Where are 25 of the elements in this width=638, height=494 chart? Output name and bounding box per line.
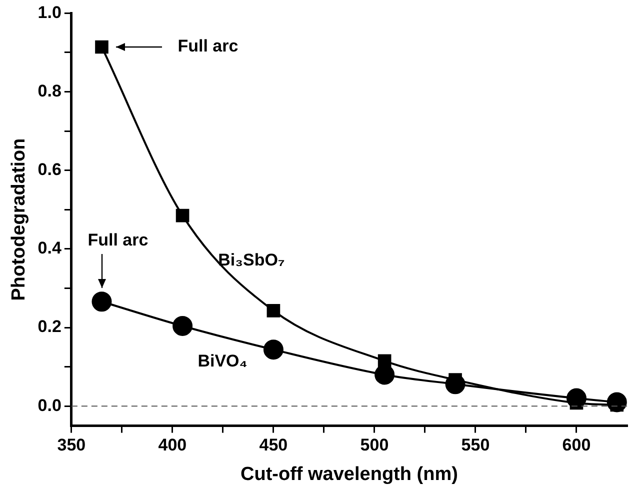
x-tick-label: 500: [360, 436, 389, 455]
annotation: Full arc: [178, 36, 238, 56]
point: [266, 304, 280, 318]
y-axis-title: Photodegradation: [8, 138, 30, 301]
y-tick-label: 0.8: [38, 81, 62, 100]
point: [92, 292, 112, 312]
x-tick-label: 400: [158, 436, 187, 455]
x-tick-label: 450: [259, 436, 288, 455]
x-axis-title: Cut-off wavelength (nm): [240, 464, 458, 485]
point: [176, 208, 190, 222]
y-tick-label: 0.6: [38, 160, 62, 180]
point: [95, 40, 108, 54]
y-tick-label: 0.4: [38, 238, 62, 258]
annotation: Full arc: [88, 230, 148, 250]
x-tick-label: 550: [461, 436, 490, 455]
x-tick-label: 600: [562, 436, 591, 455]
y-tick-label: 0.2: [38, 317, 62, 336]
point: [263, 340, 284, 360]
point: [378, 354, 392, 368]
series-label: Bi₃SbO₇: [218, 250, 285, 270]
x-tick-label: 350: [57, 436, 86, 455]
y-tick-label: 0.0: [38, 396, 62, 415]
y-tick-label: 1.0: [38, 2, 62, 22]
series-label: BiVO₄: [198, 352, 248, 371]
point: [172, 316, 193, 336]
